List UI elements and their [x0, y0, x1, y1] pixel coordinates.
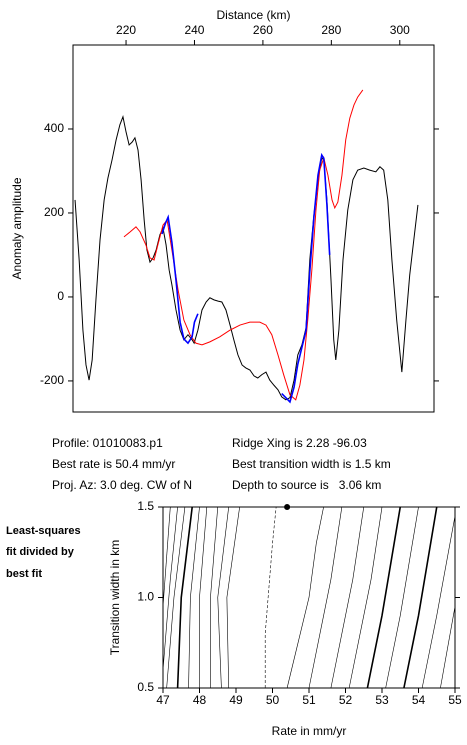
data-line: [123, 89, 364, 401]
contour-line: [217, 506, 229, 689]
contour-line: [440, 606, 456, 689]
contour-line: [162, 506, 178, 670]
y-tick-label: 400: [44, 121, 64, 135]
data-line: [161, 214, 199, 345]
x-axis-label: Distance (km): [216, 8, 290, 22]
y-tick-label: 200: [44, 205, 64, 219]
y-axis-label: Anomaly amplitude: [10, 177, 24, 279]
note-text: Least-squares: [6, 525, 81, 537]
info-text: Profile: 01010083.p1: [52, 436, 163, 450]
contour-line: [176, 506, 193, 689]
x-axis-label: Rate in mm/yr: [272, 724, 347, 738]
y-axis-label: Transition width in km: [108, 540, 122, 656]
x-tick-label: 51: [302, 693, 316, 707]
x-tick-label: 48: [193, 693, 207, 707]
x-tick-label: 220: [116, 23, 136, 37]
info-text: Ridge Xing is 2.28 -96.03: [232, 436, 367, 450]
y-tick-label: 0: [57, 289, 64, 303]
y-tick-label: 1.0: [137, 590, 154, 604]
info-text: Proj. Az: 3.0 deg. CW of N: [52, 478, 192, 492]
x-tick-label: 300: [390, 23, 410, 37]
info-text: Best rate is 50.4 mm/yr: [52, 457, 175, 471]
note-text: best fit: [6, 568, 42, 580]
contour-line: [308, 506, 343, 689]
x-tick-label: 260: [253, 23, 273, 37]
info-text: Best transition width is 1.5 km: [232, 457, 391, 471]
data-line: [74, 115, 419, 401]
x-tick-label: 55: [448, 693, 462, 707]
x-tick-label: 47: [156, 693, 170, 707]
contour-line: [421, 515, 456, 689]
contour-line: [403, 506, 438, 689]
y-tick-label: -200: [40, 373, 64, 387]
contour-line: [264, 506, 277, 688]
best-fit-point: [284, 504, 291, 510]
x-tick-label: 49: [229, 693, 243, 707]
info-text: Depth to source is 3.06 km: [232, 478, 381, 492]
note-text: fit divided by: [6, 546, 75, 558]
x-tick-label: 50: [266, 693, 280, 707]
contour-line: [199, 506, 208, 688]
contour-line: [348, 506, 383, 689]
contour-line: [188, 506, 200, 689]
x-tick-label: 52: [339, 693, 353, 707]
contour-line: [330, 506, 365, 689]
contour-line: [162, 506, 171, 607]
x-tick-label: 53: [375, 693, 389, 707]
x-tick-label: 280: [321, 23, 341, 37]
x-tick-label: 54: [412, 693, 426, 707]
contour-line: [385, 506, 419, 689]
plot-frame: [72, 44, 435, 413]
data-line: [281, 152, 331, 404]
y-tick-label: 0.5: [137, 680, 154, 694]
y-tick-label: 1.5: [137, 499, 154, 513]
contour-line: [210, 506, 219, 688]
contour-line: [366, 506, 402, 689]
contour-line: [166, 506, 186, 689]
contour-line: [286, 506, 324, 689]
x-tick-label: 240: [184, 23, 204, 37]
contour-line: [226, 506, 240, 689]
